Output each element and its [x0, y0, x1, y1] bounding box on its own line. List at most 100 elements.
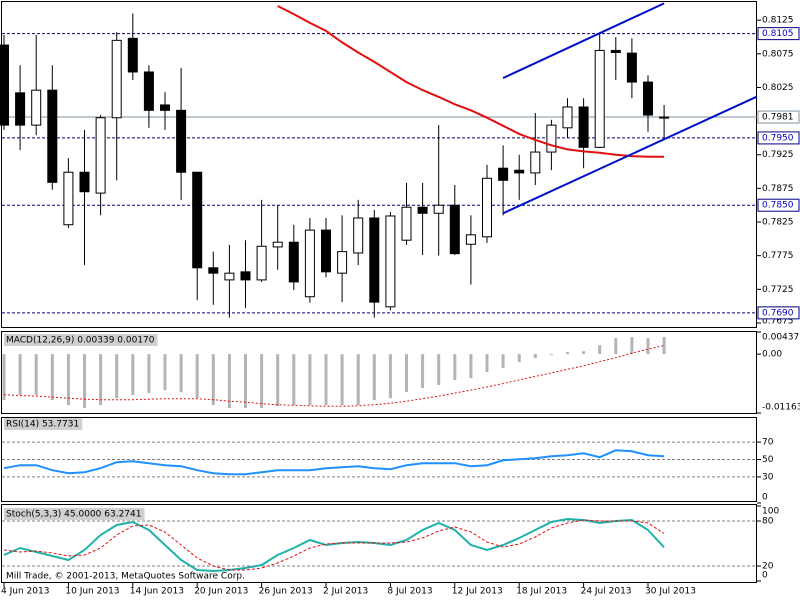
level-label-box — [757, 27, 800, 41]
level-label-box — [757, 306, 800, 320]
candle-body — [272, 241, 283, 248]
candle-body — [417, 206, 428, 214]
y-tick-label: 0.8125 — [762, 16, 794, 26]
candle-body — [208, 267, 219, 274]
y-tick-label: 0 — [762, 493, 768, 503]
level-label-box — [757, 131, 800, 145]
histogram-bar — [405, 354, 408, 393]
histogram-bar — [630, 337, 634, 355]
y-tick-label: 0.00 — [762, 350, 782, 360]
histogram-bar — [517, 354, 521, 363]
candle-body — [433, 204, 444, 214]
line — [3, 519, 665, 571]
title-bg — [4, 508, 145, 520]
candle-body — [626, 52, 637, 83]
candle-body — [304, 229, 315, 298]
candle-body — [240, 271, 251, 281]
candle-body — [256, 245, 267, 281]
x-tick-label: 30 Jul 2013 — [645, 587, 696, 597]
level-label-box — [757, 198, 800, 212]
candle-body — [482, 177, 492, 238]
candle-body — [176, 109, 187, 173]
title-bg — [4, 334, 158, 346]
histogram-bar — [50, 354, 54, 401]
trendline — [502, 2, 665, 79]
histogram-bar — [34, 354, 38, 396]
candle-body — [578, 106, 589, 148]
histogram-bar — [18, 354, 22, 396]
candle-body — [192, 171, 203, 269]
y-tick-label: 80 — [762, 517, 774, 527]
histogram-bar — [163, 354, 167, 391]
histogram-bar — [356, 354, 360, 406]
histogram-bar — [179, 354, 183, 393]
histogram-bar — [485, 354, 489, 373]
histogram-bar — [501, 354, 505, 369]
candle-body — [369, 217, 380, 303]
histogram-bar — [421, 354, 425, 389]
candle-body — [514, 169, 525, 174]
candle-body — [530, 151, 541, 174]
y-tick-label: 0.7675 — [762, 317, 794, 327]
candle-body — [562, 106, 573, 129]
y-tick-label: 0.7775 — [762, 251, 794, 261]
histogram-bar — [324, 354, 328, 406]
histogram-bar — [147, 354, 151, 394]
y-tick-label: 0.8075 — [762, 49, 794, 59]
y-tick-label: -0.01163 — [762, 403, 800, 413]
candle-body — [465, 234, 476, 245]
candle-body — [498, 167, 509, 181]
level-label: 0.7981 — [762, 113, 794, 123]
x-tick-label: 10 Jun 2013 — [65, 587, 119, 597]
candle-body — [449, 204, 460, 255]
histogram-bar — [292, 354, 296, 406]
histogram-bar — [469, 354, 473, 379]
x-tick-label: 8 Jul 2013 — [387, 587, 432, 597]
level-label: 0.7850 — [762, 201, 794, 211]
candle-body — [224, 272, 235, 281]
histogram-bar — [83, 354, 86, 409]
y-tick-label: 0.8025 — [762, 83, 794, 93]
candle-body — [385, 215, 396, 308]
candle-body — [63, 171, 74, 226]
y-tick-label: 100 — [762, 507, 779, 517]
histogram-bar — [646, 338, 650, 355]
line — [3, 449, 665, 476]
histogram-bar — [308, 354, 312, 406]
histogram-bar — [260, 354, 264, 409]
candle-body — [160, 104, 170, 111]
histogram-bar — [340, 354, 344, 406]
x-tick-label: 26 Jun 2013 — [259, 587, 313, 597]
main-panel-frame — [1, 1, 757, 328]
y-tick-label: 0.7725 — [762, 285, 794, 295]
candle-body — [111, 39, 122, 119]
histogram-bar — [227, 354, 231, 409]
trendline — [502, 95, 758, 215]
x-tick-label: 20 Jun 2013 — [194, 587, 248, 597]
candle-body — [594, 49, 605, 148]
level-label-box — [757, 110, 800, 124]
y-tick-label: 0.7925 — [762, 150, 794, 160]
histogram-bar — [388, 354, 392, 399]
histogram-bar — [582, 351, 586, 355]
x-tick-label: 18 Jul 2013 — [516, 587, 567, 597]
indicator-title: MACD(12,26,9) 0.00339 0.00170 — [4, 334, 158, 346]
candle-body — [47, 89, 58, 183]
title-bg — [4, 418, 83, 430]
indicator-title: Stoch(5,3,3) 45.0000 63.2741 — [4, 508, 145, 520]
histogram-bar — [437, 354, 441, 386]
x-tick-label: 12 Jul 2013 — [452, 587, 503, 597]
macd-panel-frame — [1, 331, 757, 414]
candle-body — [15, 92, 26, 126]
candle-body — [401, 206, 412, 241]
candle-body — [79, 171, 90, 193]
x-tick-label: 4 Jun 2013 — [1, 587, 49, 597]
histogram-bar — [66, 354, 70, 406]
y-tick-label: 0.7825 — [762, 218, 794, 228]
candle-body — [610, 49, 621, 53]
candle-body — [337, 251, 348, 274]
y-tick-label: 0 — [762, 571, 768, 581]
level-label: 0.7690 — [762, 308, 794, 318]
histogram-bar — [549, 354, 553, 356]
